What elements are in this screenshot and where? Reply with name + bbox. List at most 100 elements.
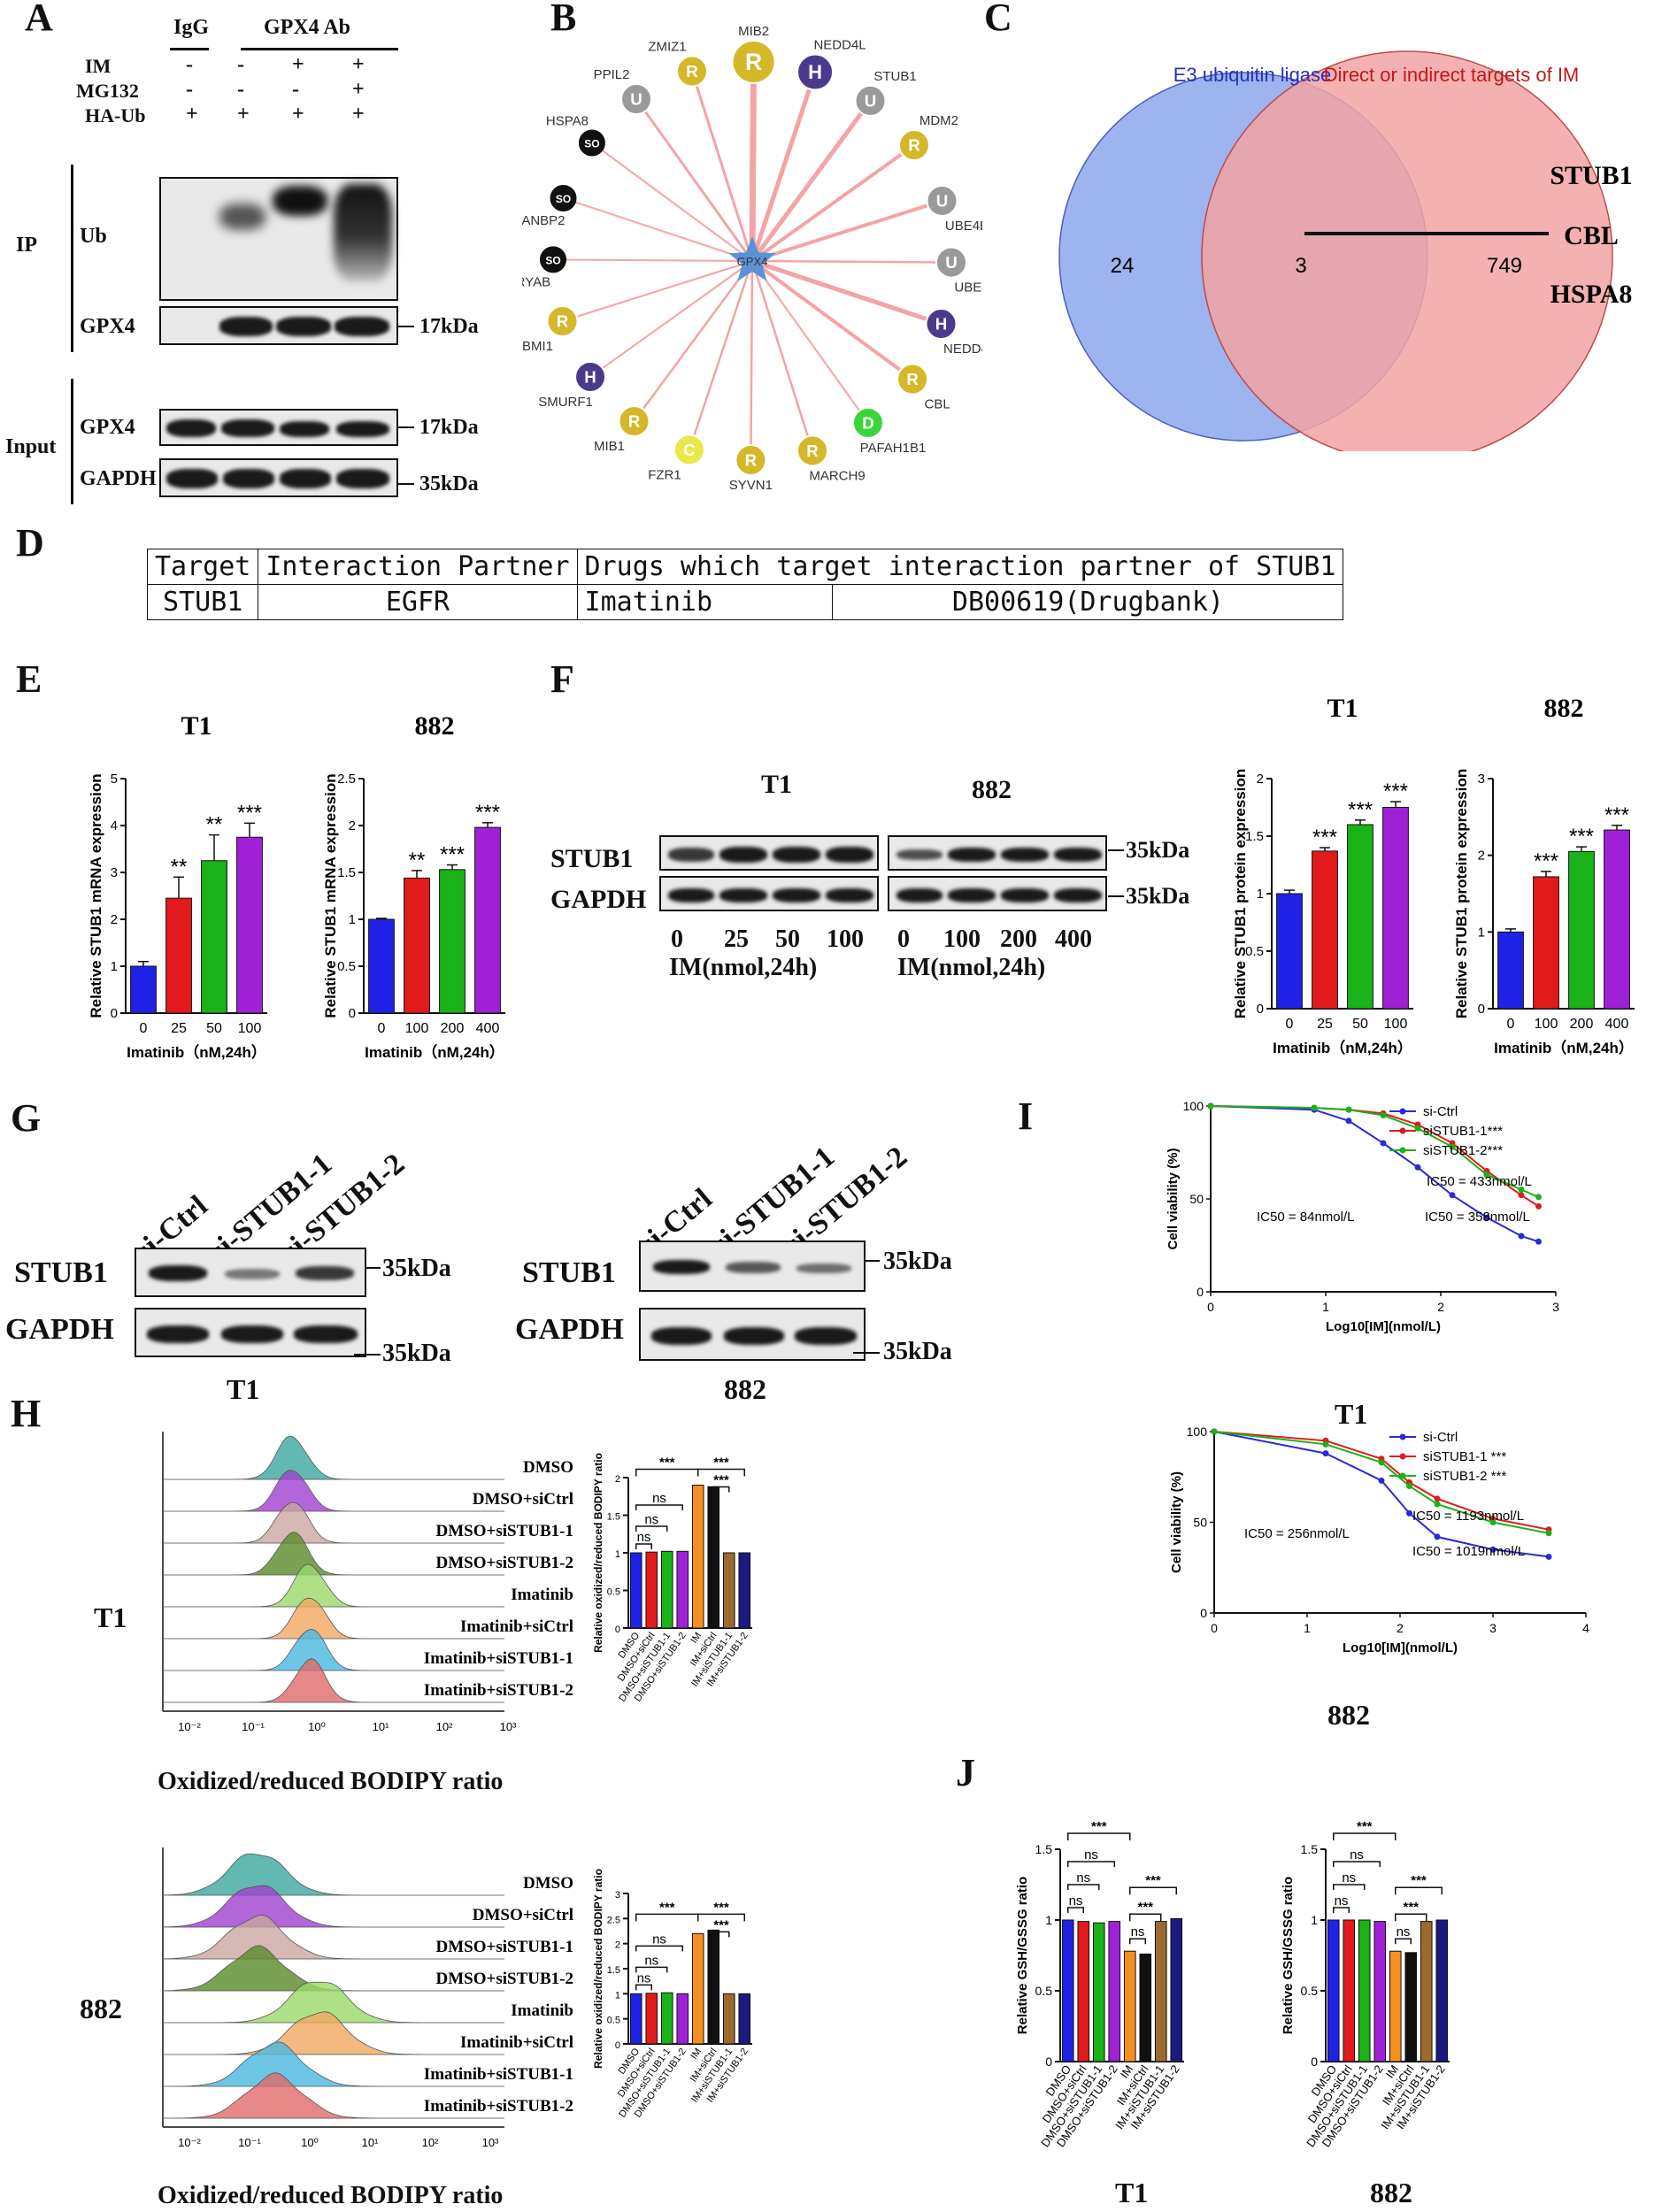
network-edge [690,71,754,262]
f-882-title: 882 [972,775,1012,804]
gpx4-input-label: GPX4 [80,416,135,439]
center-label: GPX4 [737,255,768,268]
panel-label-g: G [11,1096,42,1140]
x-tick-label: 0 [1286,1017,1294,1032]
g-882-gapdh-blot [639,1308,866,1361]
row-sign: + [186,103,198,126]
significance-stars: *** [475,801,500,825]
node-type-letter: SO [545,254,560,266]
y-tick-label: 0 [349,1006,356,1021]
node-label: PPIL2 [594,67,630,82]
g-882-title: 882 [724,1373,766,1405]
bar [1435,1919,1449,2062]
g-t1-title: T1 [227,1373,260,1405]
significance-label: *** [1091,1819,1107,1834]
y-tick-label: 2 [615,1474,620,1485]
x-tick-label: 0 [140,1021,148,1036]
gpx4-input-blot [159,409,398,446]
y-tick-label: 0.5 [1301,1984,1319,1998]
node-label: UBE4A [954,280,982,296]
bar [1312,850,1338,1010]
significance-stars: *** [237,801,262,825]
node-type-letter: R [628,412,641,431]
x-tick-label: 100 [405,1021,429,1036]
network-edge [751,259,952,264]
row-sign: + [352,103,365,126]
node-type-letter: H [584,367,596,386]
h-t1-xlabel: Oxidized/reduced BODIPY ratio [158,1768,504,1795]
venn-right-title: Direct or indirect targets of IM [1324,64,1580,86]
significance-label: ns [637,1530,651,1545]
histogram-trace [163,1597,504,1640]
y-axis-label: Relative STUB1 mRNA expression [88,773,104,1018]
panel-label-h: H [11,1392,42,1435]
data-point [1345,1106,1352,1113]
node-label: STUB1 [873,69,916,84]
network-edge [552,258,753,262]
chart-i-t1: 0 50 100 0 1 2 3 si-Ctrl siSTUB1-1*** siSTUB1-2**… [1166,1099,1559,1334]
data-point [1345,1118,1352,1125]
comparison-bracket [712,1486,730,1493]
data-point [1406,1509,1412,1517]
comparison-bracket [697,1913,745,1922]
x-tick-label: 100 [1535,1017,1558,1032]
panel-label-e: E [16,657,42,701]
bar [1092,1922,1105,2062]
h-t1-label: T1 [94,1601,127,1633]
panel-label-c: C [984,0,1012,39]
histogram-trace [162,1853,504,1896]
chart-j-882: 00.511.5DMSODMSO+siCtrlDMSO+siSTUB1-1DMS… [1281,1819,1450,2149]
significance-label: *** [713,1900,729,1915]
bar [404,877,430,1014]
row-sign: - [237,53,244,76]
row-label: HA-Ub [85,104,146,127]
bar [165,897,192,1014]
histogram-trace [162,1914,504,1960]
x-tick-label: IM [1383,2062,1402,2080]
node-label: MIB1 [594,439,625,454]
f-t1-gapdh-blot [659,876,879,911]
row-sign: + [292,53,304,76]
network-node: R MDM2 [897,113,958,162]
significance-label: ns [1131,1924,1145,1939]
network-edge [751,258,943,326]
significance-stars: *** [1348,798,1373,822]
y-tick-label: 1 [615,1549,620,1560]
y-axis-label: Relative GSH/GSSG ratio [1015,1877,1030,2034]
row-sign: + [352,53,365,76]
log-tick: 10⁻¹ [242,1720,265,1733]
y-tick-label: 0 [615,2040,620,2051]
center-star [728,236,776,281]
bar [1327,1919,1340,2062]
ic50-annotation: IC50 = 1019nmol/L [1412,1544,1525,1559]
significance-stars: *** [440,843,465,867]
panel-label-f: F [550,657,574,701]
data-point [1489,1519,1497,1525]
row-sign: - [186,78,193,101]
y-tick-label: 1 [1257,887,1264,902]
dose-label: 0 [897,926,910,953]
y-tick-label: 1 [111,959,118,974]
venn-right-count: 749 [1487,254,1522,278]
g-t1-gapdh-blot [135,1308,366,1357]
bar [1108,1921,1121,2062]
ub-label: Ub [80,225,107,248]
bar [629,1552,642,1629]
x-axis-label: Log10[IM](nmol/L) [1326,1319,1441,1334]
y-tick-label: 0.5 [607,1587,620,1598]
condition-label: Imatinib+siSTUB1-2 [424,1681,573,1700]
y-tick-label: 0 [1196,1285,1204,1299]
histogram-trace [163,1532,504,1576]
bar [660,1550,673,1629]
dose-label: 0 [671,926,683,953]
network-edge [750,99,873,263]
venn-gene-3: HSPA8 [1550,280,1633,309]
x-tick-label: 50 [1352,1017,1368,1032]
node-type-letter: R [806,442,819,460]
ic50-annotation: IC50 = 84nmol/L [1257,1210,1355,1225]
ic50-annotation: IC50 = 1193nmol/L [1412,1509,1524,1524]
y-axis-label: Relative GSH/GSSG ratio [1281,1877,1296,2034]
y-tick-label: 0 [1045,2055,1052,2069]
histogram-trace [163,1981,504,2024]
